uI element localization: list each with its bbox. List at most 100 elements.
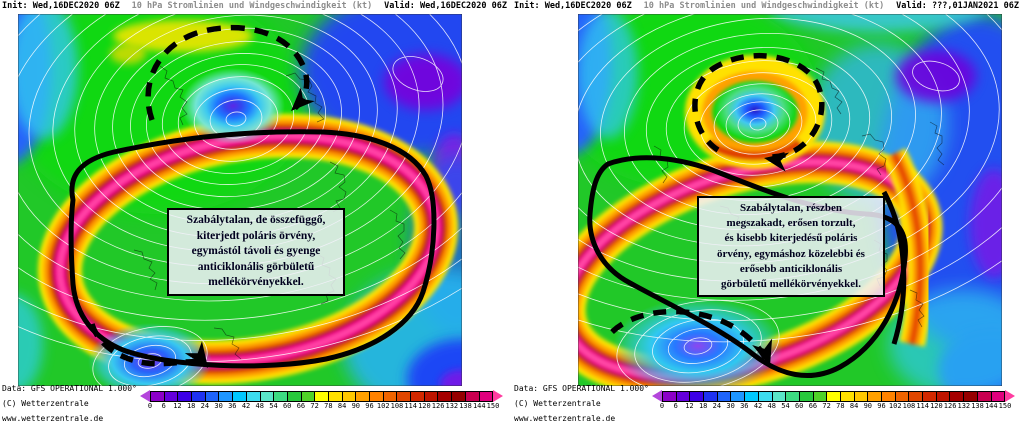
valid-time-label: Valid: ???,01JAN2021 06Z [896, 1, 1019, 11]
colorbar-tick-label: 48 [767, 402, 776, 410]
annotation-box: Szabálytalan, de összefüggő, kiterjedt po… [167, 208, 345, 296]
annotation-line: mellékörvényekkel. [208, 276, 304, 289]
colorbar-cell [663, 391, 677, 401]
rotation-dashed-arc-top [145, 24, 310, 121]
colorbar-tick-label: 36 [228, 402, 237, 410]
colorbar-tick-label: 90 [351, 402, 361, 410]
colorbar-tick-label: 12 [685, 402, 694, 410]
colorbar-tick-label: 18 [698, 402, 708, 410]
colorbar-cells [150, 390, 493, 402]
colorbar-cell [977, 391, 992, 401]
colorbar-tick-label: 78 [836, 402, 845, 410]
colorbar-tick-label: 126 [943, 402, 957, 410]
colorbar-tick-label: 96 [877, 402, 886, 410]
colorbar-tick-label: 42 [241, 402, 251, 410]
colorbar-underflow-arrow [652, 390, 662, 402]
colorbar-tick-label: 90 [863, 402, 873, 410]
map-canvas-forecast: Szabálytalan, részben megszakadt, erősen … [578, 14, 1002, 386]
colorbar-tick-label: 48 [255, 402, 264, 410]
credits: Data: GFS OPERATIONAL 1.000° (C) Wetterz… [514, 385, 649, 423]
colorbar-tick-label: 24 [200, 402, 210, 410]
colorbar-overflow-arrow [1005, 390, 1015, 402]
colorbar-tick-label: 54 [781, 402, 790, 410]
colorbar-tick-label: 150 [486, 402, 500, 410]
colorbar-cell [219, 391, 234, 401]
colorbar-tick-label: 120 [930, 402, 943, 410]
colorbar-cell [383, 391, 398, 401]
init-time-label: Init: Wed,16DEC2020 06Z [514, 1, 632, 11]
colorbar-cell [452, 391, 466, 401]
data-source-label: Data: GFS OPERATIONAL 1.000° [514, 384, 649, 393]
colorbar-cell [424, 391, 439, 401]
valid-time-label: Valid: Wed,16DEC2020 06Z [384, 1, 507, 11]
copyright-label: (C) Wetterzentrale [514, 399, 601, 408]
colorbar-tick-label: 138 [459, 402, 472, 410]
colorbar-cell [964, 391, 978, 401]
colorbar-tick-label: 108 [902, 402, 916, 410]
colorbar-tick-label: 132 [957, 402, 971, 410]
hand-annotations [68, 24, 437, 369]
colorbar-cell [827, 391, 841, 401]
colorbar-cell [936, 391, 951, 401]
website-label: www.wetterzentrale.de [2, 414, 104, 423]
colorbar-cell [772, 391, 787, 401]
colorbar-tick-label: 60 [794, 402, 804, 410]
annotation-line: Szabálytalan, részben [739, 202, 843, 214]
colorbar-tick-label: 0 [147, 402, 153, 410]
colorbar-tick-label: 18 [186, 402, 196, 410]
colorbar-tick-label: 0 [659, 402, 665, 410]
map-title-bar: Init: Wed,16DEC2020 06Z 10 hPa Stromlini… [514, 1, 1019, 11]
colorbar-tick-label: 6 [161, 402, 166, 410]
colorbar-cell [991, 391, 1005, 401]
colorbar-cell [178, 391, 193, 401]
coastlines [133, 65, 406, 360]
colorbar-cell [676, 391, 691, 401]
colorbar-cell [397, 391, 412, 401]
init-time-label: Init: Wed,16DEC2020 06Z [2, 1, 120, 11]
colorbar-tick-label: 54 [269, 402, 278, 410]
wind-speed-colorbar: 0 6 12 18 24 30 36 42 48 54 60 66 72 78 84 90 96 102 108 11… [652, 390, 1015, 411]
colorbar-tick-label: 102 [888, 402, 902, 410]
anticyclone-center [613, 298, 783, 386]
colorbar-tick-label: 84 [849, 402, 859, 410]
colorbar-cell [854, 391, 869, 401]
map-canvas-analysis: Szabálytalan, de összefüggő, kiterjedt po… [18, 14, 462, 386]
website-label: www.wetterzentrale.de [514, 414, 616, 423]
annotation-line: és kisebb kiterjedésű poláris [724, 232, 858, 245]
vortex-extent-solid-loop [587, 155, 908, 378]
panel-analysis: Init: Wed,16DEC2020 06Z 10 hPa Stromlini… [0, 0, 512, 423]
colorbar-cell [909, 391, 924, 401]
colorbar-cell [233, 391, 247, 401]
colorbar-cell [205, 391, 220, 401]
annotation-line: egymástól távoli és gyenge [191, 245, 321, 258]
colorbar-cell [799, 391, 814, 401]
colorbar-tick-label: 138 [971, 402, 984, 410]
colorbar-cell [895, 391, 910, 401]
colorbar-underflow-arrow [140, 390, 150, 402]
colorbar-cell [479, 391, 493, 401]
colorbar-tick-label: 42 [753, 402, 763, 410]
rotation-dashed-circle-vortex [692, 52, 825, 160]
colorbar-tick-label: 96 [365, 402, 374, 410]
wind-speed-map-analysis [18, 14, 462, 386]
colorbar-tick-label: 66 [808, 402, 818, 410]
anticyclone-center [88, 323, 212, 386]
rotation-dashed-arc-bottom [89, 323, 206, 367]
colorbar-cells [662, 390, 1005, 402]
colorbar-tick-label: 108 [390, 402, 404, 410]
colorbar-overflow-arrow [493, 390, 503, 402]
colorbar-cell [438, 391, 453, 401]
colorbar-tick-label: 114 [916, 402, 929, 410]
colorbar-tick-label: 72 [310, 402, 319, 410]
colorbar-cell [923, 391, 937, 401]
colorbar-cell [192, 391, 206, 401]
colorbar-tick-label: 24 [712, 402, 722, 410]
colorbar-cell [411, 391, 425, 401]
arrowhead-vortex [764, 152, 790, 172]
colorbar-cell [868, 391, 882, 401]
colorbar-tick-label: 120 [418, 402, 431, 410]
panel-forecast: Init: Wed,16DEC2020 06Z 10 hPa Stromlini… [512, 0, 1024, 423]
colorbar-tick-label: 30 [214, 402, 223, 410]
polar-vortex-center [181, 68, 285, 144]
